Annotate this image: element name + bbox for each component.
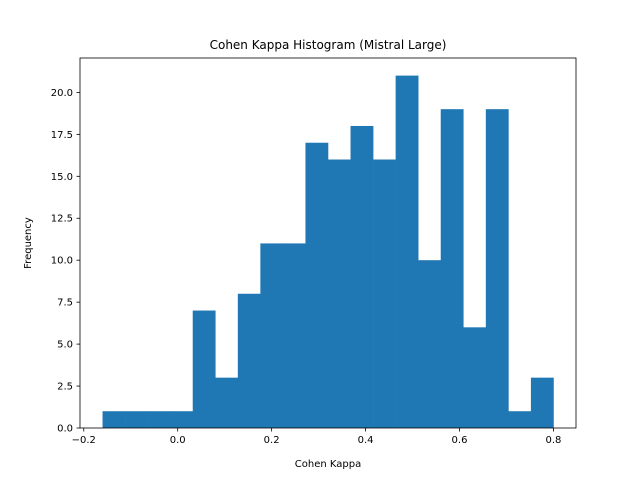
- y-tick-label: 20.0: [51, 88, 73, 99]
- y-tick-label: 15.0: [51, 172, 73, 183]
- y-tick-label: 0.0: [57, 424, 73, 435]
- y-tick-label: 10.0: [51, 256, 73, 267]
- histogram-bar: [103, 411, 126, 428]
- histogram-bar: [148, 411, 171, 428]
- x-tick-label: 0.4: [358, 435, 374, 446]
- x-tick-label: −0.2: [72, 435, 96, 446]
- y-tick-label: 12.5: [51, 214, 73, 225]
- histogram-bar: [531, 378, 554, 428]
- y-tick-label: 17.5: [51, 130, 73, 141]
- histogram-bar: [328, 160, 351, 428]
- histogram-bar: [193, 311, 216, 428]
- histogram-bar: [351, 126, 374, 428]
- histogram-bar: [305, 143, 328, 428]
- histogram-bar: [373, 160, 396, 428]
- histogram-bar: [170, 411, 193, 428]
- histogram-bar: [486, 109, 509, 428]
- x-axis-label: Cohen Kappa: [295, 459, 361, 470]
- histogram-bar: [396, 76, 419, 428]
- histogram-bar: [508, 411, 531, 428]
- chart-title: Cohen Kappa Histogram (Mistral Large): [210, 38, 447, 52]
- histogram-bar: [418, 260, 441, 428]
- histogram-bar: [283, 243, 306, 428]
- histogram-bar: [125, 411, 148, 428]
- y-tick-label: 2.5: [57, 382, 73, 393]
- histogram-bar: [260, 243, 283, 428]
- y-axis-label: Frequency: [23, 217, 34, 269]
- x-tick-label: 0.6: [452, 435, 468, 446]
- x-tick-label: 0.2: [264, 435, 280, 446]
- histogram-bar: [463, 327, 486, 428]
- y-tick-label: 7.5: [57, 298, 73, 309]
- x-tick-label: 0.8: [546, 435, 562, 446]
- y-tick-label: 5.0: [57, 340, 73, 351]
- histogram-bar: [238, 294, 261, 428]
- histogram-bar: [441, 109, 464, 428]
- x-tick-label: 0.0: [170, 435, 186, 446]
- histogram-bar: [215, 378, 238, 428]
